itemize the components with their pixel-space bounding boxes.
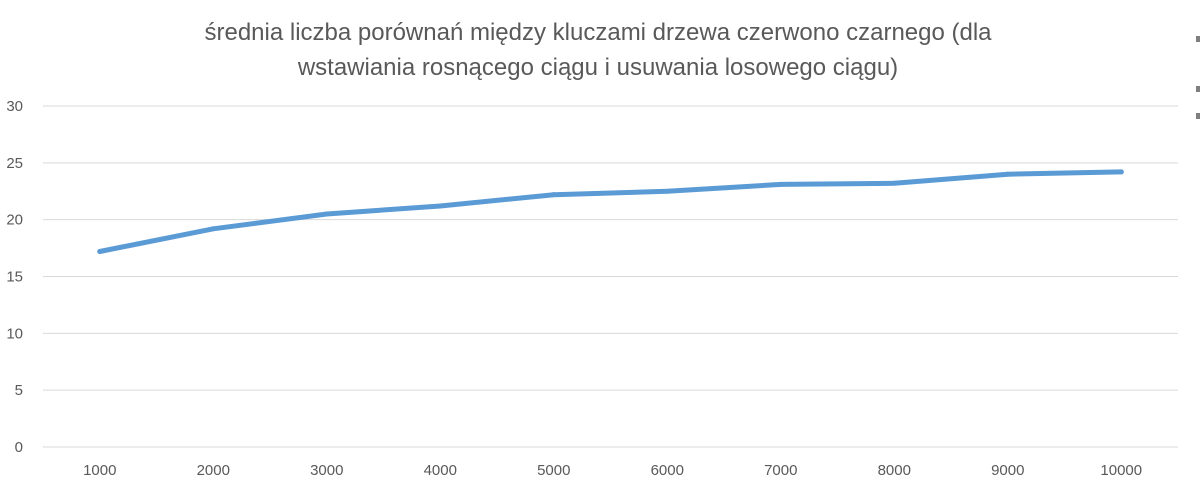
x-tick-label: 4000 <box>424 462 457 479</box>
y-tick-label: 10 <box>6 325 23 342</box>
x-tick-label: 7000 <box>764 462 797 479</box>
edge-mark-3 <box>1196 113 1200 119</box>
x-tick-label: 2000 <box>197 462 230 479</box>
data-point <box>437 203 443 209</box>
y-tick-label: 15 <box>6 269 23 286</box>
edge-mark-2 <box>1196 86 1200 92</box>
x-tick-label: 5000 <box>537 462 570 479</box>
chart-title-line-2: wstawiania rosnącego ciągu i usuwania lo… <box>297 54 898 81</box>
chart-title-line-1: średnia liczba porównań między kluczami … <box>204 19 992 46</box>
y-tick-label: 20 <box>6 212 23 229</box>
y-tick-label: 25 <box>6 155 23 172</box>
y-tick-label: 5 <box>15 382 23 399</box>
series-line <box>97 169 1124 254</box>
series-layer <box>97 169 1124 254</box>
x-tick-label: 10000 <box>1100 462 1142 479</box>
x-axis-tick-labels: 1000 2000 3000 4000 5000 6000 7000 8000 9000 1000… <box>83 462 1142 479</box>
data-point <box>891 180 897 186</box>
data-point <box>1118 169 1124 175</box>
data-point <box>551 192 557 198</box>
edge-mark-1 <box>1196 36 1200 42</box>
y-tick-label: 30 <box>6 98 23 115</box>
data-point <box>778 181 784 187</box>
data-point <box>324 211 330 217</box>
y-tick-label: 0 <box>15 439 23 456</box>
y-axis-tick-labels: 0 5 10 15 20 25 30 <box>6 98 23 456</box>
data-point <box>97 248 103 254</box>
x-tick-label: 9000 <box>991 462 1024 479</box>
data-point <box>210 226 216 232</box>
chart-title: średnia liczba porównań między kluczami … <box>204 19 992 81</box>
data-point <box>1005 171 1011 177</box>
x-tick-label: 1000 <box>83 462 116 479</box>
x-tick-label: 3000 <box>310 462 343 479</box>
x-tick-label: 8000 <box>878 462 911 479</box>
y-gridlines <box>43 105 1178 448</box>
x-tick-label: 6000 <box>651 462 684 479</box>
data-point <box>664 188 670 194</box>
